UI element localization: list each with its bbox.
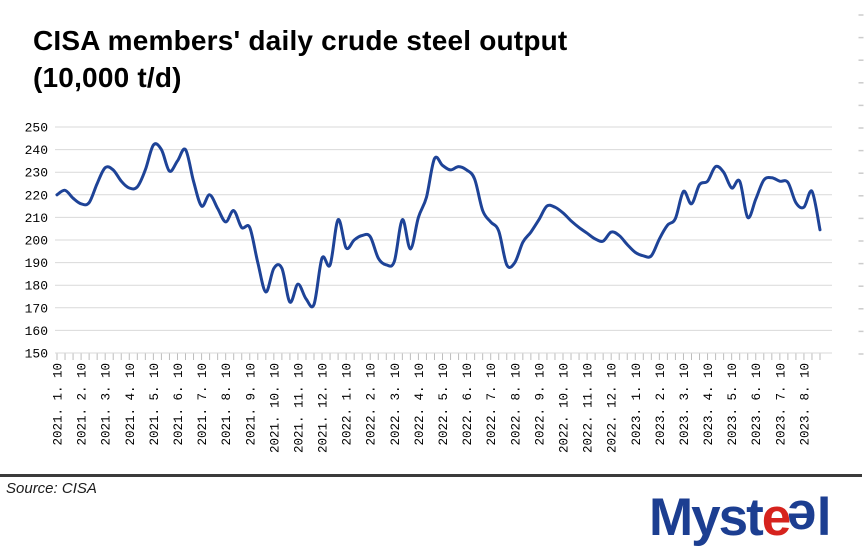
x-tick-label: 2023. 2. 10 bbox=[654, 363, 668, 446]
x-tick-label: 2023. 5. 10 bbox=[726, 363, 740, 446]
x-tick-label: 2021. 1. 10 bbox=[52, 363, 66, 446]
x-tick-label: 2021. 2. 10 bbox=[76, 363, 90, 446]
y-tick-label: 210 bbox=[25, 211, 48, 226]
footer-divider bbox=[0, 474, 862, 477]
x-tick-label: 2022. 10. 10 bbox=[557, 363, 571, 453]
x-tick-label: 2021. 12. 10 bbox=[317, 363, 331, 453]
logo-text-l: l bbox=[816, 488, 832, 547]
chart-title-line1: CISA members' daily crude steel output bbox=[33, 25, 568, 56]
x-tick-label: 2021. 6. 10 bbox=[172, 363, 186, 446]
x-tick-label: 2021. 3. 10 bbox=[100, 363, 114, 446]
y-tick-label: 250 bbox=[25, 121, 48, 136]
y-tick-label: 180 bbox=[25, 279, 48, 294]
y-tick-label: 190 bbox=[25, 256, 48, 271]
source-label: Source: CISA bbox=[6, 480, 97, 497]
x-tick-label: 2022. 7. 10 bbox=[485, 363, 499, 446]
x-tick-label: 2023. 4. 10 bbox=[702, 363, 716, 446]
x-tick-label: 2023. 8. 10 bbox=[798, 363, 812, 446]
data-line bbox=[55, 142, 822, 309]
y-tick-label: 200 bbox=[25, 234, 48, 249]
y-tick-label: 220 bbox=[25, 188, 48, 203]
x-tick-label: 2022. 4. 10 bbox=[413, 363, 427, 446]
x-tick-label: 2021. 4. 10 bbox=[124, 363, 138, 446]
chart-plot: 150 160 170 180 190 200 210 220 230 240 250 2021. 1… bbox=[25, 14, 864, 453]
mysteel-logo: Mysteel bbox=[649, 488, 832, 548]
x-tick-label: 2023. 6. 10 bbox=[750, 363, 764, 446]
x-tick-label: 2023. 7. 10 bbox=[774, 363, 788, 446]
y-tick-label: 240 bbox=[25, 143, 48, 158]
x-tick-label: 2022. 9. 10 bbox=[533, 363, 547, 446]
x-tick-label: 2021. 7. 10 bbox=[196, 363, 210, 446]
logo-e-red: e bbox=[761, 488, 792, 547]
x-tick-label: 2022. 6. 10 bbox=[461, 363, 475, 446]
y-tick-label: 150 bbox=[25, 347, 48, 362]
x-tick-label: 2021. 5. 10 bbox=[148, 363, 162, 446]
chart-title-line2: (10,000 t/d) bbox=[33, 62, 182, 93]
x-tick-label: 2022. 3. 10 bbox=[389, 363, 403, 446]
x-tick-label: 2022. 5. 10 bbox=[437, 363, 451, 446]
chart-title: CISA members' daily crude steel output (… bbox=[33, 22, 567, 96]
x-tick-label: 2021. 9. 10 bbox=[244, 363, 258, 446]
x-tick-label: 2022. 2. 10 bbox=[365, 363, 379, 446]
logo-text-myst: Myst bbox=[649, 488, 764, 547]
y-tick-label: 170 bbox=[25, 301, 48, 316]
y-tick-label: 230 bbox=[25, 166, 48, 181]
x-tick-label: 2023. 3. 10 bbox=[678, 363, 692, 446]
x-tick-label: 2021. 11. 10 bbox=[292, 363, 306, 453]
x-tick-label: 2021. 10. 10 bbox=[268, 363, 282, 453]
x-tick-label: 2023. 1. 10 bbox=[630, 363, 644, 446]
x-tick-label: 2021. 8. 10 bbox=[220, 363, 234, 446]
x-tick-label: 2022. 1. 10 bbox=[341, 363, 355, 446]
logo-e-flipped: e bbox=[789, 489, 817, 548]
x-tick-label: 2022. 11. 10 bbox=[582, 363, 596, 453]
x-tick-label: 2022. 8. 10 bbox=[509, 363, 523, 446]
y-tick-label: 160 bbox=[25, 324, 48, 339]
x-tick-label: 2022. 12. 10 bbox=[606, 363, 620, 453]
